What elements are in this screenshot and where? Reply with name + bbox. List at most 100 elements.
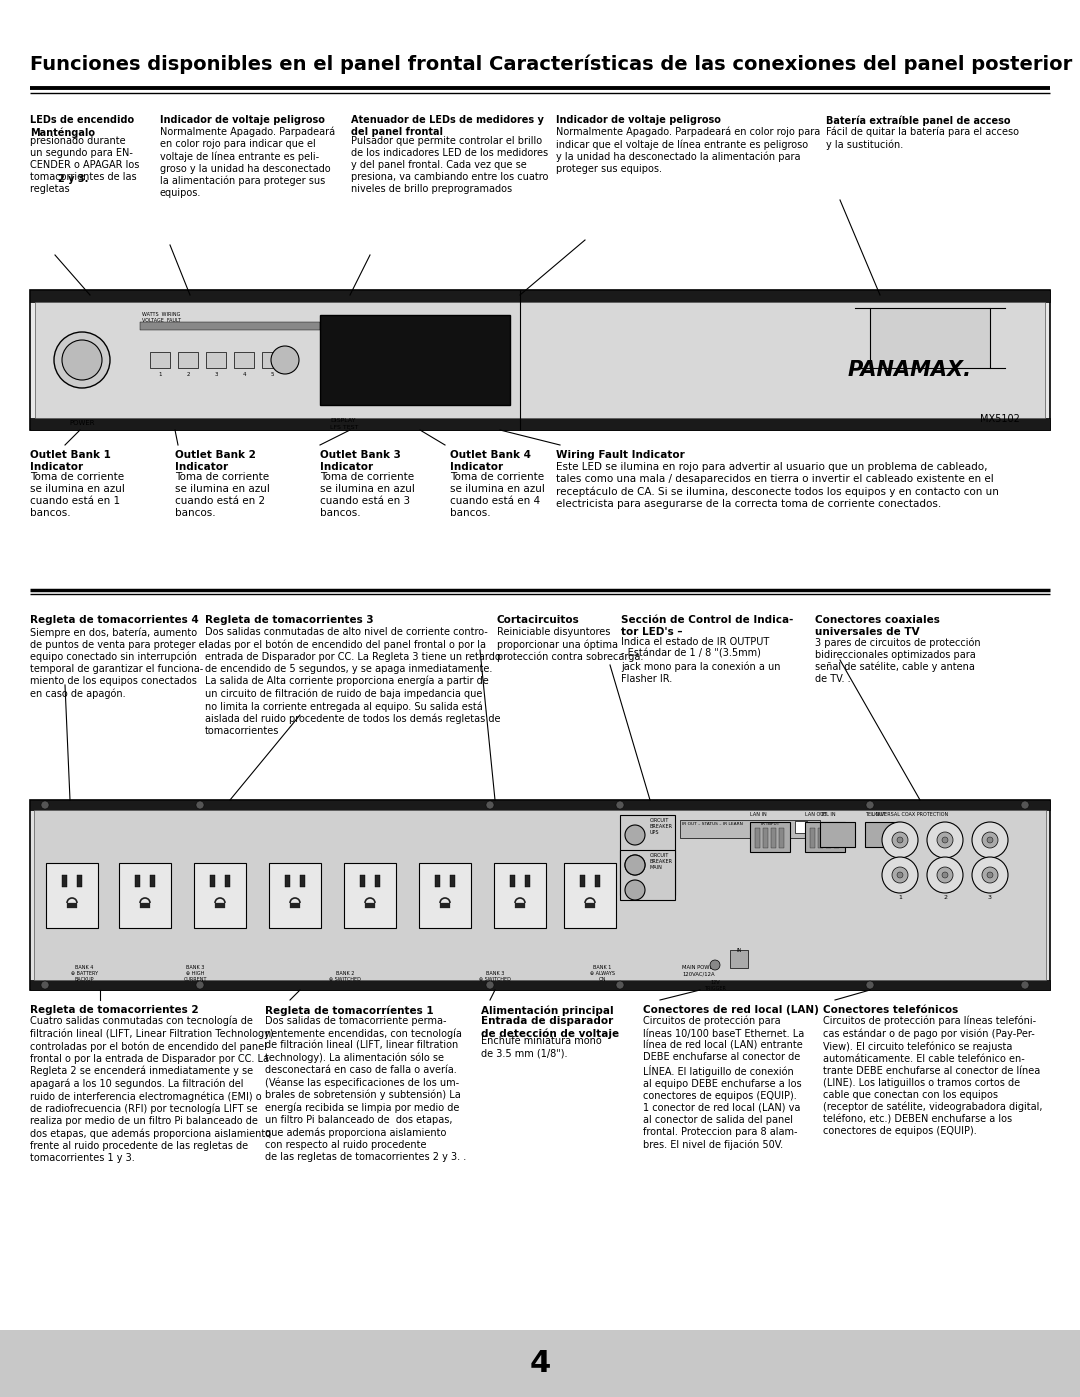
Text: TEL OUT: TEL OUT	[865, 812, 886, 817]
Circle shape	[625, 855, 645, 875]
Bar	[285, 875, 291, 887]
Bar	[810, 828, 815, 848]
Bar	[210, 875, 215, 887]
Bar	[450, 875, 455, 887]
Text: Enchufe miniatura mono
de 3.5 mm (1/8").: Enchufe miniatura mono de 3.5 mm (1/8").	[481, 1037, 602, 1058]
Text: 5: 5	[270, 372, 273, 377]
Circle shape	[866, 981, 874, 989]
Circle shape	[987, 837, 993, 842]
Circle shape	[625, 826, 645, 845]
Bar	[564, 862, 616, 928]
Bar	[440, 902, 450, 908]
Circle shape	[616, 981, 624, 989]
Text: Pulsador que permite controlar el brillo
de los indicadores LED de los medidores: Pulsador que permite controlar el brillo…	[351, 136, 549, 194]
Text: Cortacircuitos: Cortacircuitos	[497, 615, 580, 624]
Bar	[135, 875, 140, 887]
Bar	[755, 828, 760, 848]
Text: 3 pares de circuitos de protección
bidireccionales optimizados para
señal de sat: 3 pares de circuitos de protección bidir…	[815, 637, 981, 685]
Text: Atenuador de LEDs de medidores y
del panel frontal: Atenuador de LEDs de medidores y del pan…	[351, 115, 544, 137]
Circle shape	[625, 880, 645, 900]
Text: LAN OUT: LAN OUT	[805, 812, 827, 817]
Text: Outlet Bank 3
Indicator: Outlet Bank 3 Indicator	[320, 450, 401, 472]
Bar	[818, 828, 823, 848]
Bar	[140, 902, 150, 908]
Bar	[515, 902, 525, 908]
Bar	[320, 314, 510, 405]
Circle shape	[54, 332, 110, 388]
Circle shape	[927, 821, 963, 858]
Text: 3: 3	[214, 372, 218, 377]
Bar	[375, 875, 380, 887]
Text: Indica el estado de IR OUTPUT
- Estándar de 1 / 8 "(3.5mm)
jack mono para la con: Indica el estado de IR OUTPUT - Estándar…	[621, 637, 781, 683]
Bar	[30, 800, 1050, 990]
Circle shape	[41, 800, 49, 809]
Circle shape	[897, 872, 903, 877]
Bar	[234, 352, 254, 367]
Bar	[750, 821, 789, 852]
Text: Regleta de tomacorrientes 3: Regleta de tomacorrientes 3	[205, 615, 374, 624]
Text: Toma de corriente
se ilumina en azul
cuando está en 2
bancos.: Toma de corriente se ilumina en azul cua…	[175, 472, 270, 518]
Bar	[33, 810, 1047, 981]
Circle shape	[625, 855, 645, 875]
Text: 2: 2	[186, 372, 190, 377]
Text: Regleta de tomacorrientes 4: Regleta de tomacorrientes 4	[30, 615, 199, 624]
Text: BANK 2
⊕ SWITCHED: BANK 2 ⊕ SWITCHED	[329, 971, 361, 982]
Bar	[762, 828, 768, 848]
Text: Circuitos de protección para líneas telefóni-
cas estándar o de pago por visión : Circuitos de protección para líneas tele…	[823, 1016, 1042, 1136]
Text: Outlet Bank 2
Indicator: Outlet Bank 2 Indicator	[175, 450, 256, 472]
Text: VOLTAGE  FAULT: VOLTAGE FAULT	[141, 319, 181, 323]
Circle shape	[1021, 981, 1029, 989]
Text: MX5102: MX5102	[980, 414, 1020, 425]
Text: Este LED se ilumina en rojo para advertir al usuario que un problema de cableado: Este LED se ilumina en rojo para adverti…	[556, 462, 999, 509]
Text: Conectores de red local (LAN): Conectores de red local (LAN)	[643, 1004, 819, 1016]
Bar	[870, 307, 990, 367]
Text: Wiring Fault Indicator: Wiring Fault Indicator	[556, 450, 685, 460]
Text: Siempre en dos, batería, aumento
de puntos de venta para proteger el
equipo cone: Siempre en dos, batería, aumento de punt…	[30, 627, 207, 698]
Text: Toma de corriente
se ilumina en azul
cuando está en 1
bancos.: Toma de corriente se ilumina en azul cua…	[30, 472, 125, 518]
Text: Entrada de disparador
de detección de voltaje: Entrada de disparador de detección de vo…	[481, 1016, 619, 1038]
Circle shape	[937, 833, 953, 848]
Text: Fácil de quitar la batería para el acceso
y la sustitución.: Fácil de quitar la batería para el acces…	[826, 127, 1020, 149]
Bar	[35, 302, 1045, 418]
Text: Conectores coaxiales
universales de TV: Conectores coaxiales universales de TV	[815, 615, 941, 637]
Bar	[206, 352, 226, 367]
Text: Toma de corriente
se ilumina en azul
cuando está en 4
bancos.: Toma de corriente se ilumina en azul cua…	[450, 472, 545, 518]
Text: TEL IN: TEL IN	[820, 812, 836, 817]
Circle shape	[616, 800, 624, 809]
Text: Reiniciable disyuntores
proporcionar una óptima
protección contra sobrecarga.: Reiniciable disyuntores proporcionar una…	[497, 627, 644, 662]
Text: Dos salidas conmutadas de alto nivel de corriente contro-
ladas por el botón de : Dos salidas conmutadas de alto nivel de …	[205, 627, 501, 736]
Text: WATTS  WIRING: WATTS WIRING	[141, 312, 180, 317]
Text: Indicador de voltaje peligroso: Indicador de voltaje peligroso	[556, 115, 721, 124]
Text: POWER: POWER	[69, 420, 95, 426]
Bar	[494, 862, 546, 928]
Bar	[119, 862, 171, 928]
Text: 1: 1	[159, 372, 162, 377]
Circle shape	[892, 868, 908, 883]
Text: 1: 1	[899, 895, 902, 900]
Bar	[360, 875, 365, 887]
Circle shape	[897, 837, 903, 842]
Bar	[345, 862, 396, 928]
Text: BANK 3
⊕ SWITCHED: BANK 3 ⊕ SWITCHED	[480, 971, 511, 982]
Text: BANK 3
⊕ HIGH
CURRENT: BANK 3 ⊕ HIGH CURRENT	[184, 965, 206, 982]
Circle shape	[486, 800, 494, 809]
Bar	[510, 875, 515, 887]
Circle shape	[62, 339, 102, 380]
Circle shape	[982, 868, 998, 883]
Bar	[795, 821, 807, 833]
Text: Circuitos de protección para
líneas 10/100 baseT Ethernet. La
línea de red local: Circuitos de protección para líneas 10/1…	[643, 1016, 804, 1150]
Circle shape	[486, 981, 494, 989]
Text: Outlet Bank 1
Indicator: Outlet Bank 1 Indicator	[30, 450, 111, 472]
Bar	[46, 862, 98, 928]
Text: CIRCUIT
BREAKER
MAIN: CIRCUIT BREAKER MAIN	[650, 854, 673, 870]
Bar	[419, 862, 471, 928]
Bar	[585, 902, 595, 908]
Bar	[595, 875, 600, 887]
Bar	[0, 1330, 1080, 1397]
Bar	[771, 828, 777, 848]
Circle shape	[710, 960, 720, 970]
Circle shape	[882, 821, 918, 858]
Text: IR OUT – STATUS – IR LEARN             IR INPUT: IR OUT – STATUS – IR LEARN IR INPUT	[681, 821, 780, 826]
Text: Normalmente Apagado. Parpadeará en color rojo para
indicar que el voltaje de lín: Normalmente Apagado. Parpadeará en color…	[556, 127, 821, 175]
Circle shape	[195, 981, 204, 989]
